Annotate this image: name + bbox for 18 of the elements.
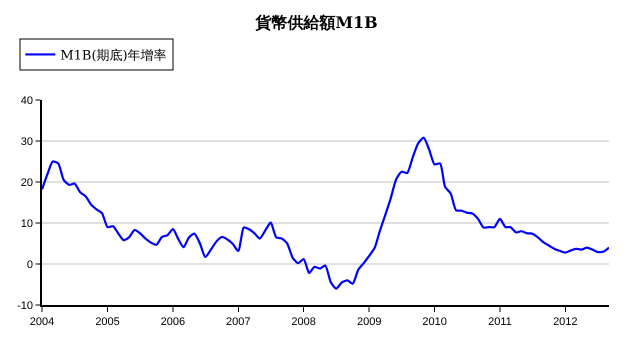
- x-tick-label: 2008: [291, 316, 316, 328]
- x-tick-label: 2005: [95, 316, 120, 328]
- legend-label: M1B(期底)年增率: [60, 48, 167, 64]
- x-tick-label: 2006: [160, 316, 186, 328]
- y-tick-label: 0: [26, 258, 34, 271]
- chart-title: 貨幣供給額M1B: [254, 13, 378, 32]
- x-tick-label: 2011: [488, 316, 512, 328]
- x-tick-label: 2012: [553, 316, 578, 328]
- x-tick-label: 2007: [226, 316, 251, 328]
- y-tick-label: 20: [20, 176, 34, 189]
- y-tick-label: 30: [20, 136, 34, 148]
- y-tick-label: 10: [20, 218, 34, 230]
- x-tick-label: 2004: [30, 316, 54, 328]
- x-tick-label: 2009: [356, 316, 382, 328]
- line-series: [42, 136, 609, 290]
- y-tick-label: 40: [20, 94, 34, 107]
- x-tick-label: 2010: [422, 316, 447, 328]
- y-tick-label: -10: [17, 300, 34, 312]
